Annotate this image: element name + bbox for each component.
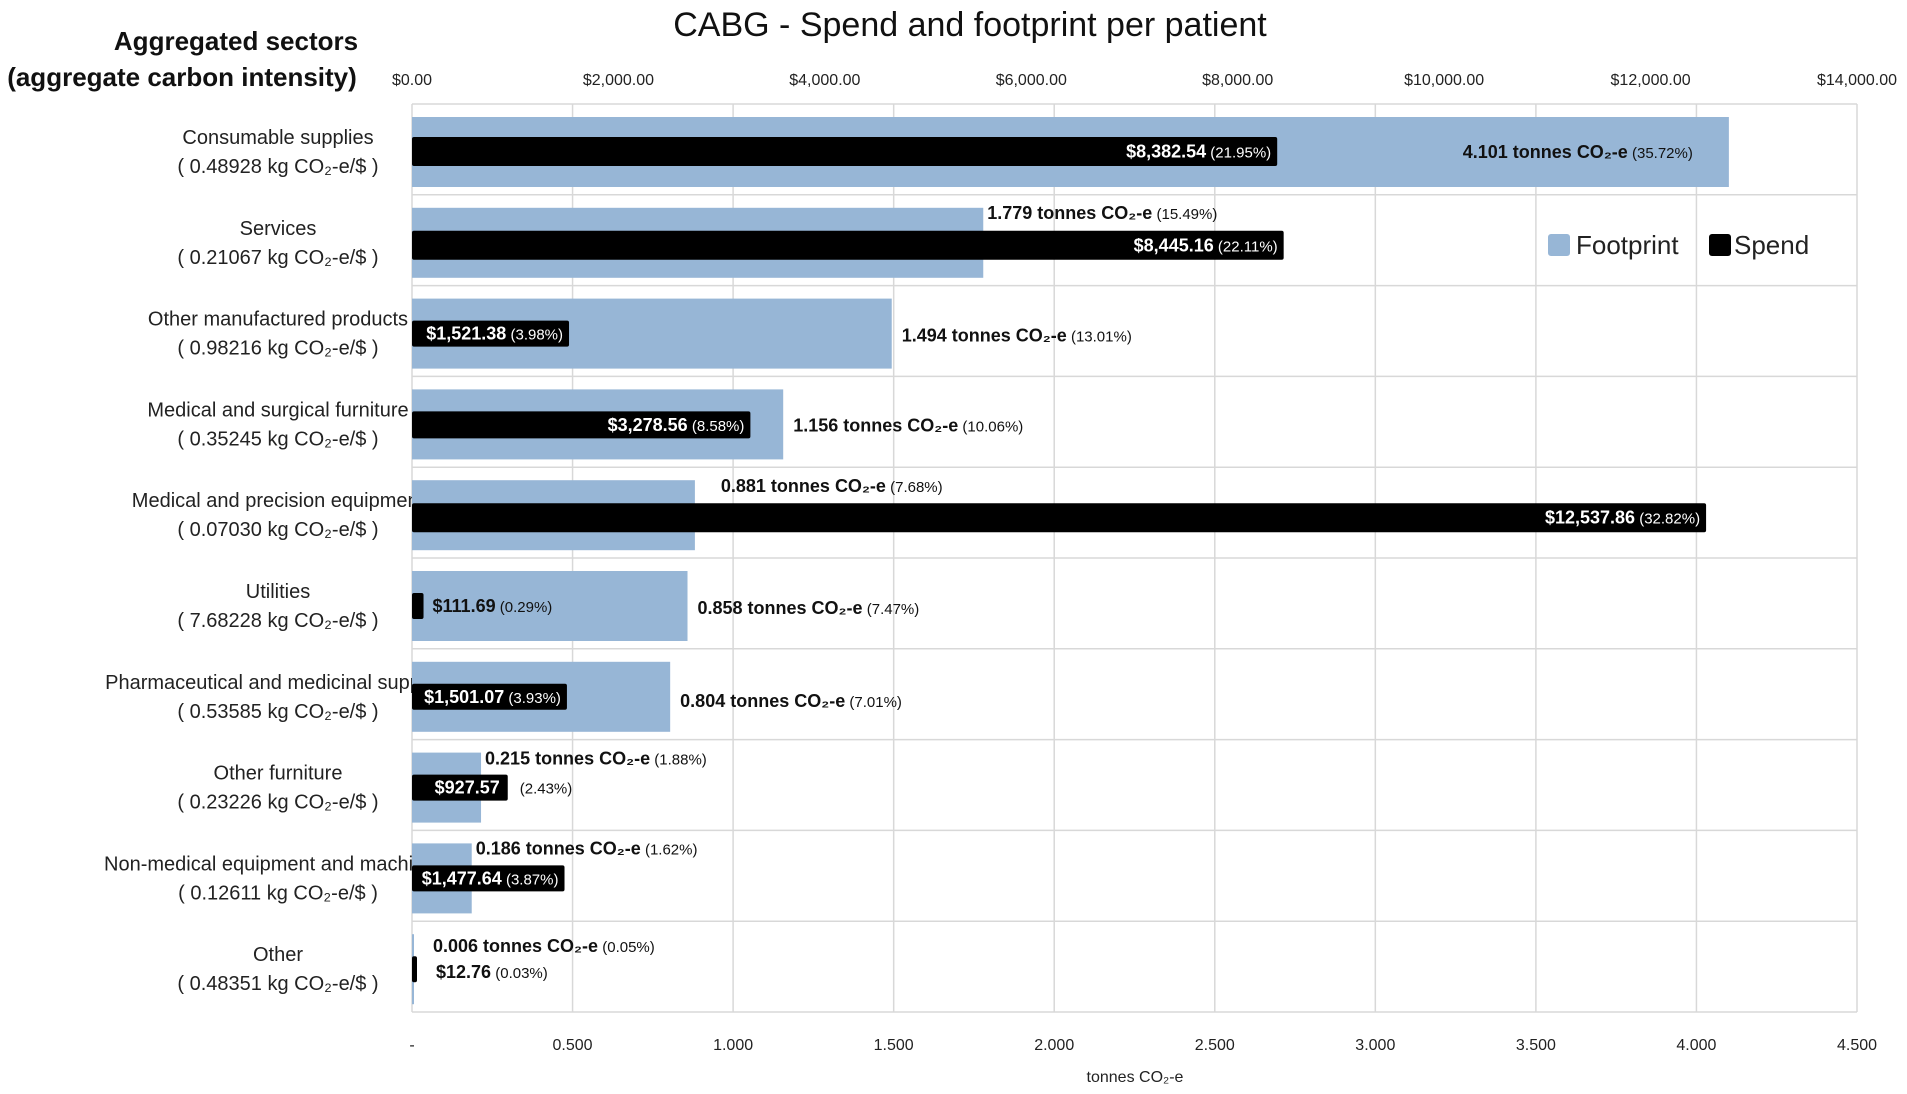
- footprint-data-label: 0.215 tonnes CO₂-e (1.88%): [485, 749, 707, 769]
- category-intensity: ( 0.23226 kg CO₂-e/$ ): [177, 792, 378, 814]
- bottom-axis-tick-label: 3.500: [1516, 1037, 1556, 1054]
- spend-bar: [412, 865, 565, 892]
- legend-label-spend: Spend: [1734, 230, 1809, 260]
- bottom-axis-tick-label: 0.500: [553, 1037, 593, 1054]
- spend-data-label: $1,477.64 (3.87%): [422, 868, 559, 888]
- category-label: Other furniture: [214, 763, 343, 785]
- category-intensity: ( 0.07030 kg CO₂-e/$ ): [177, 519, 378, 541]
- legend-label-footprint: Footprint: [1576, 230, 1679, 260]
- legend-swatch-footprint: [1548, 234, 1570, 256]
- category-intensity: ( 0.48351 kg CO₂-e/$ ): [177, 973, 378, 995]
- category-label: Pharmaceutical and medicinal supplies: [105, 672, 451, 694]
- category-intensity: ( 0.98216 kg CO₂-e/$ ): [177, 338, 378, 360]
- spend-pct-label: (2.43%): [520, 781, 573, 798]
- footprint-data-label: 0.804 tonnes CO₂-e (7.01%): [680, 691, 902, 711]
- footprint-data-label: 4.101 tonnes CO₂-e (35.72%): [1463, 142, 1693, 162]
- category-label: Non-medical equipment and machinery: [104, 853, 452, 875]
- spend-bar: [412, 593, 424, 619]
- category-label: Consumable supplies: [182, 127, 373, 149]
- footprint-data-label: 1.156 tonnes CO₂-e (10.06%): [793, 415, 1023, 435]
- spend-data-label: $3,278.56 (8.58%): [608, 415, 745, 435]
- bottom-axis-title: tonnes CO₂-e: [1087, 1069, 1184, 1086]
- chart-title: CABG - Spend and footprint per patient: [673, 6, 1267, 44]
- category-label: Medical and surgical furniture: [147, 399, 408, 421]
- spend-bar: [412, 956, 417, 983]
- spend-data-label: $12.76 (0.03%): [436, 962, 548, 982]
- bottom-axis-tick-label: 2.000: [1034, 1037, 1074, 1054]
- category-intensity: ( 0.53585 kg CO₂-e/$ ): [177, 701, 378, 723]
- bottom-axis-tick-label: 1.000: [713, 1037, 753, 1054]
- spend-bar: [412, 230, 1284, 260]
- category-intensity: ( 7.68228 kg CO₂-e/$ ): [177, 610, 378, 632]
- category-intensity: ( 0.21067 kg CO₂-e/$ ): [177, 247, 378, 269]
- top-axis-tick-label: $2,000.00: [583, 72, 654, 89]
- footprint-data-label: 0.186 tonnes CO₂-e (1.62%): [476, 838, 698, 858]
- bottom-axis-tick-label: 4.000: [1676, 1037, 1716, 1054]
- spend-data-label: $12,537.86 (32.82%): [1545, 508, 1700, 528]
- spend-data-label: $927.57: [435, 778, 500, 798]
- category-label: Medical and precision equipment: [132, 490, 425, 512]
- spend-data-label: $1,521.38 (3.98%): [426, 324, 563, 344]
- spend-bar: [412, 320, 570, 347]
- y-header-line-2: (aggregate carbon intensity): [7, 62, 357, 92]
- spend-data-label: $8,382.54 (21.95%): [1126, 142, 1271, 162]
- spend-data-label: $8,445.16 (22.11%): [1134, 235, 1278, 255]
- top-axis-tick-label: $6,000.00: [996, 72, 1067, 89]
- category-label: Utilities: [246, 581, 310, 603]
- top-axis-tick-label: $8,000.00: [1202, 72, 1273, 89]
- spend-bar: [412, 137, 1278, 166]
- spend-data-label: $1,501.07 (3.93%): [424, 687, 561, 707]
- category-label: Other manufactured products: [148, 309, 408, 331]
- footprint-bar: [412, 571, 688, 641]
- spend-bar: [412, 683, 567, 710]
- spend-data-label: $111.69 (0.29%): [433, 596, 553, 616]
- footprint-data-label: 0.858 tonnes CO₂-e (7.47%): [698, 598, 920, 618]
- bottom-axis-tick-label: 1.500: [874, 1037, 914, 1054]
- footprint-data-label: 1.494 tonnes CO₂-e (13.01%): [902, 326, 1132, 346]
- category-label: Services: [240, 218, 317, 240]
- spend-bar: [412, 411, 751, 439]
- top-axis-tick-label: $0.00: [392, 72, 432, 89]
- category-intensity: ( 0.48928 kg CO₂-e/$ ): [177, 156, 378, 178]
- bottom-axis-tick-label: 2.500: [1195, 1037, 1235, 1054]
- bottom-axis-tick-label: 4.500: [1837, 1037, 1877, 1054]
- footprint-data-label: 1.779 tonnes CO₂-e (15.49%): [987, 203, 1217, 223]
- spend-bar: [412, 503, 1707, 533]
- top-axis-tick-label: $4,000.00: [789, 72, 860, 89]
- y-header-line-1: Aggregated sectors: [114, 26, 358, 56]
- top-axis-tick-label: $14,000.00: [1817, 72, 1897, 89]
- category-intensity: ( 0.12611 kg CO₂-e/$ ): [178, 882, 378, 904]
- category-label: Other: [253, 944, 303, 966]
- top-axis-tick-label: $12,000.00: [1611, 72, 1691, 89]
- top-axis-tick-label: $10,000.00: [1404, 72, 1484, 89]
- legend-swatch-spend: [1709, 234, 1731, 256]
- footprint-data-label: 0.006 tonnes CO₂-e (0.05%): [433, 936, 655, 956]
- category-intensity: ( 0.35245 kg CO₂-e/$ ): [177, 428, 378, 450]
- footprint-data-label: 0.881 tonnes CO₂-e (7.68%): [721, 476, 943, 496]
- bottom-axis-tick-label: -: [409, 1037, 414, 1054]
- spend-bar: [412, 774, 508, 801]
- bottom-axis-tick-label: 3.000: [1355, 1037, 1395, 1054]
